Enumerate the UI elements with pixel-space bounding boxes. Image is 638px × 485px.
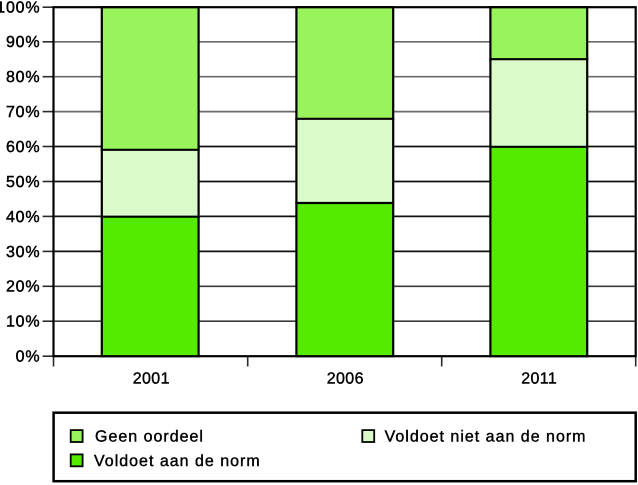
svg-text:2006: 2006	[327, 370, 364, 387]
svg-text:0%: 0%	[16, 349, 41, 366]
svg-text:60%: 60%	[6, 139, 40, 156]
svg-text:80%: 80%	[6, 69, 40, 86]
svg-text:70%: 70%	[6, 104, 40, 121]
svg-text:50%: 50%	[6, 174, 40, 191]
svg-text:20%: 20%	[6, 279, 40, 296]
svg-text:2001: 2001	[133, 370, 170, 387]
svg-text:Voldoet niet aan de norm: Voldoet niet aan de norm	[385, 429, 587, 446]
svg-text:90%: 90%	[6, 34, 40, 51]
svg-text:100%: 100%	[0, 0, 40, 17]
svg-text:Voldoet aan de norm: Voldoet aan de norm	[94, 453, 261, 470]
svg-text:40%: 40%	[6, 209, 40, 226]
svg-text:2011: 2011	[521, 370, 557, 387]
svg-text:10%: 10%	[6, 314, 40, 331]
svg-text:30%: 30%	[6, 244, 40, 261]
svg-text:Geen oordeel: Geen oordeel	[95, 429, 204, 446]
